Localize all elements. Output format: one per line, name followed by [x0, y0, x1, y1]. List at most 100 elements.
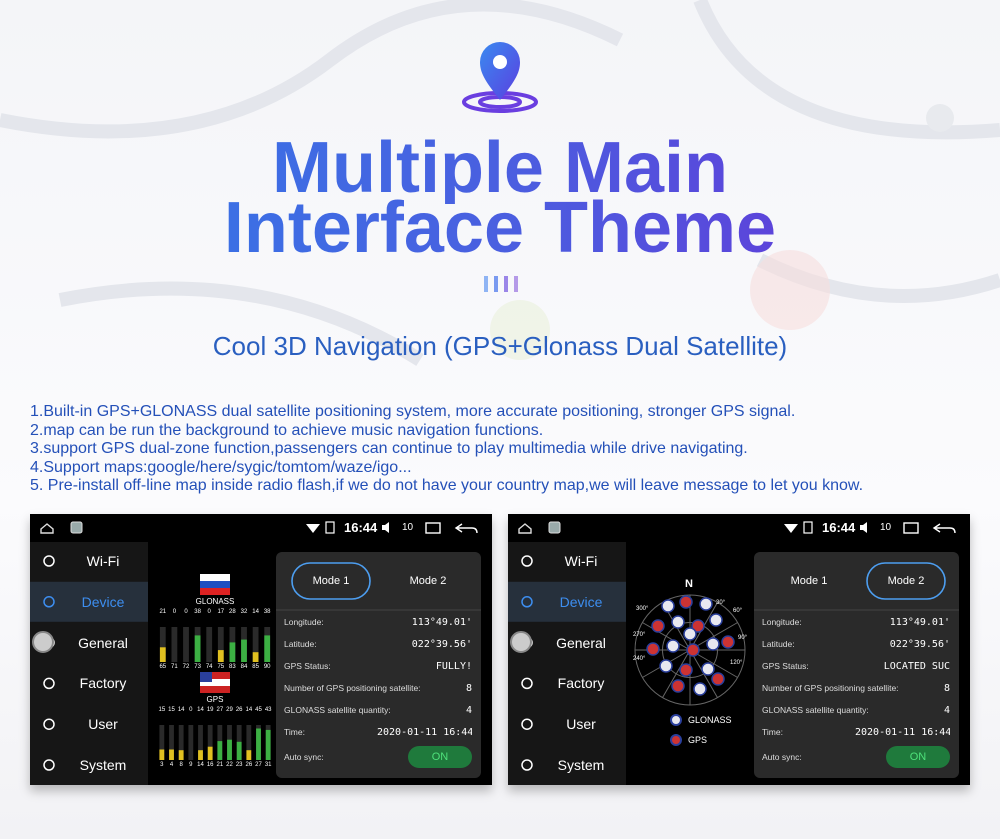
signal-bar-bg: [217, 627, 224, 662]
snr-label: 19: [206, 707, 214, 713]
back-icon: [932, 523, 956, 534]
subtitle: Cool 3D Navigation (GPS+Glonass Dual Sat…: [212, 331, 788, 361]
menu-item[interactable]: Wi-Fi: [564, 553, 598, 569]
mode-button[interactable]: Mode 2: [887, 575, 925, 587]
flag-stripe: [200, 686, 230, 693]
signal-bar-bg: [159, 725, 165, 760]
flag-stripe: [200, 672, 230, 679]
menu-item[interactable]: Device: [81, 593, 125, 610]
snr-label: 0: [207, 609, 211, 615]
menu-item[interactable]: Factory: [79, 675, 127, 692]
sat-id: 14: [197, 762, 204, 768]
satellite: [701, 662, 715, 676]
sat-id: 4: [169, 762, 174, 768]
degree-label: 240°: [633, 656, 646, 662]
signal-bar: [241, 639, 247, 662]
menu-item[interactable]: General: [556, 634, 606, 651]
sat-id: 23: [235, 762, 243, 768]
legend-label: GPS: [688, 735, 708, 745]
sim-icon: [803, 521, 813, 534]
sat-id: 90: [263, 664, 271, 670]
satellite: [679, 595, 693, 609]
field-label: GLONASS satellite quantity:: [762, 705, 869, 715]
title-line: Multiple Main: [0, 132, 1000, 204]
satellite: [693, 682, 707, 696]
menu-icon: [521, 759, 533, 771]
screen: 16:44 10 Wi-Fi Device General Factory User Syst…: [30, 514, 492, 785]
satellite: [651, 619, 665, 633]
menu-icon: [43, 596, 55, 608]
signal-bar: [229, 642, 236, 662]
sat-id: 31: [264, 762, 272, 768]
signal-bar-bg: [207, 725, 213, 760]
settings-panel: [276, 552, 481, 778]
snr-label: 15: [168, 707, 175, 713]
field-value: 8: [943, 683, 950, 694]
menu-highlight: [508, 581, 626, 622]
menu-icon: [521, 555, 533, 567]
degree-label: 90°: [738, 635, 748, 641]
map-background: [0, 0, 1000, 366]
field-value: 4: [465, 705, 472, 716]
menu-icon: [43, 555, 55, 567]
signal-bar-bg: [206, 627, 213, 662]
snr-label: 14: [197, 707, 204, 713]
field-label: Latitude:: [762, 639, 795, 649]
sat-id: 16: [206, 762, 214, 768]
field-value: 022°39.56': [411, 639, 472, 650]
signal-bar: [194, 635, 201, 662]
mode-button[interactable]: Mode 1: [312, 575, 350, 587]
floating-button: [32, 631, 54, 653]
app-icon: [70, 521, 83, 534]
home-icon: [40, 523, 54, 534]
menu-item[interactable]: System: [557, 757, 605, 773]
signal-bar: [265, 729, 271, 760]
toggle-label[interactable]: ON: [909, 751, 927, 763]
signal-bar: [207, 746, 213, 760]
flag-stripe: [200, 581, 230, 588]
field-label: Number of GPS positioning satellite:: [284, 683, 421, 693]
mode-selected: [291, 562, 371, 600]
toggle-label[interactable]: ON: [431, 751, 449, 763]
title-line: Interface Theme: [0, 192, 1000, 264]
sat-id: 27: [255, 762, 262, 768]
menu-item[interactable]: Device: [559, 593, 603, 610]
sat-id: 72: [182, 664, 190, 670]
signal-bar: [252, 652, 259, 662]
menu-item[interactable]: Factory: [557, 675, 605, 692]
satellite: [679, 663, 693, 677]
field-label: GPS Status:: [762, 661, 809, 671]
signal-bar: [217, 741, 223, 760]
menu-item[interactable]: Wi-Fi: [86, 553, 120, 569]
signal-bar: [246, 750, 252, 760]
menu-item[interactable]: System: [79, 757, 127, 773]
snr-label: 27: [216, 707, 224, 713]
field-label: GPS Status:: [284, 661, 331, 671]
menu-item[interactable]: User: [88, 716, 118, 733]
field-value: FULLY!: [435, 661, 472, 672]
sat-id: 22: [226, 762, 233, 768]
degree-label: 300°: [636, 606, 649, 612]
menu-item[interactable]: User: [566, 716, 596, 733]
sat-id: 26: [245, 762, 253, 768]
auto-sync-label: Auto sync:: [762, 752, 802, 762]
signal-bar-bg: [246, 725, 252, 760]
sat-id: 65: [159, 664, 167, 670]
sat-id: 74: [205, 664, 213, 670]
menu-item[interactable]: General: [78, 634, 128, 651]
sat-id: 83: [229, 664, 236, 670]
sidebar: [508, 542, 626, 785]
field-label: Number of GPS positioning satellite:: [762, 683, 899, 693]
legend-flag: [670, 714, 682, 726]
mode-button[interactable]: Mode 1: [790, 575, 828, 587]
snr-label: 28: [229, 609, 236, 615]
mode-button[interactable]: Mode 2: [409, 575, 447, 587]
degree-label: 120°: [730, 660, 743, 666]
feature-line: 5. Pre-install off-line map inside radio…: [30, 477, 864, 494]
screen-graphics: [508, 521, 959, 785]
snr-label: 43: [264, 707, 272, 713]
feature-line: 1.Built-in GPS+GLONASS dual satellite po…: [30, 403, 796, 420]
feature-line: 2.map can be run the background to achie…: [30, 421, 544, 439]
field-label: GLONASS satellite quantity:: [284, 705, 391, 715]
snr-label: 0: [172, 609, 177, 615]
